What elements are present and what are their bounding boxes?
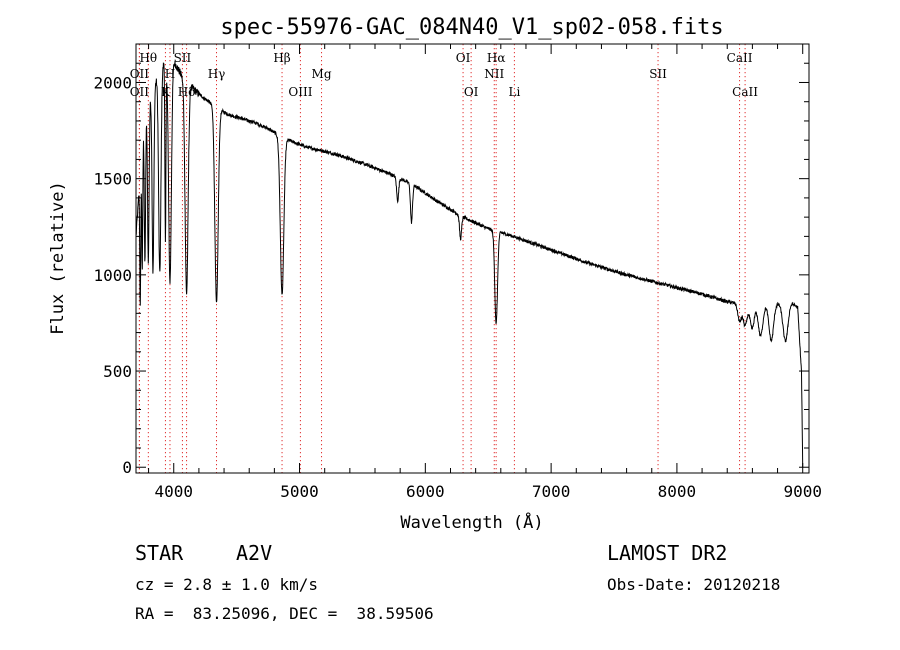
- line-marker-label: OI: [456, 51, 471, 65]
- line-marker-label: SII: [649, 67, 667, 81]
- x-axis-label: Wavelength (Å): [400, 511, 543, 533]
- spectrum-chart: spec-55976-GAC_084N40_V1_sp02-058.fits O…: [48, 15, 822, 533]
- line-marker-label: OI: [464, 85, 479, 99]
- line-marker-label: CaII: [727, 51, 753, 65]
- x-tick-label: 5000: [280, 482, 319, 501]
- line-marker-label: H: [165, 67, 175, 81]
- line-marker-labels: OIIOIIHθKHSIIHδHγHβOIIIMgOIOINIIHαLiSIIC…: [130, 51, 759, 99]
- object-type: STAR: [135, 541, 184, 565]
- y-tick-label: 2000: [93, 73, 132, 92]
- y-tick-label: 0: [122, 458, 132, 477]
- line-marker-label: NII: [484, 67, 504, 81]
- line-marker-label: CaII: [732, 85, 758, 99]
- x-tick-label: 7000: [532, 482, 571, 501]
- line-marker-label: OIII: [288, 85, 312, 99]
- line-marker-label: Mg: [312, 67, 332, 81]
- chart-title: spec-55976-GAC_084N40_V1_sp02-058.fits: [220, 15, 723, 40]
- line-markers: [138, 44, 746, 473]
- spectral-subclass: A2V: [236, 541, 273, 565]
- line-marker-label: Hα: [487, 51, 506, 65]
- line-marker-label: OII: [130, 85, 150, 99]
- line-marker-label: Hγ: [208, 67, 226, 81]
- line-marker-label: Hθ: [139, 51, 157, 65]
- spectrum-line: [135, 60, 804, 468]
- x-tick-label: 8000: [658, 482, 697, 501]
- line-marker-label: Hβ: [273, 51, 290, 65]
- coordinates: RA = 83.25096, DEC = 38.59506: [135, 604, 434, 623]
- survey-name: LAMOST DR2: [607, 541, 728, 565]
- x-axis-ticks: 4000 5000 6000 7000 8000 9000: [148, 44, 822, 501]
- plot-frame: [135, 43, 810, 474]
- y-tick-label: 1000: [93, 266, 132, 285]
- y-tick-label: 500: [103, 362, 132, 381]
- x-tick-label: 6000: [406, 482, 445, 501]
- y-tick-label: 1500: [93, 170, 132, 189]
- redshift-cz: cz = 2.8 ± 1.0 km/s: [135, 575, 319, 594]
- x-tick-label: 9000: [783, 482, 822, 501]
- y-axis-ticks: 0 500 1000 1500 2000: [93, 43, 809, 477]
- line-marker-label: OII: [130, 67, 150, 81]
- line-marker-label: Li: [508, 85, 520, 99]
- y-axis-label: Flux (relative): [48, 181, 68, 335]
- x-tick-label: 4000: [154, 482, 193, 501]
- observation-date: Obs-Date: 20120218: [607, 575, 781, 594]
- line-marker-label: SII: [174, 51, 192, 65]
